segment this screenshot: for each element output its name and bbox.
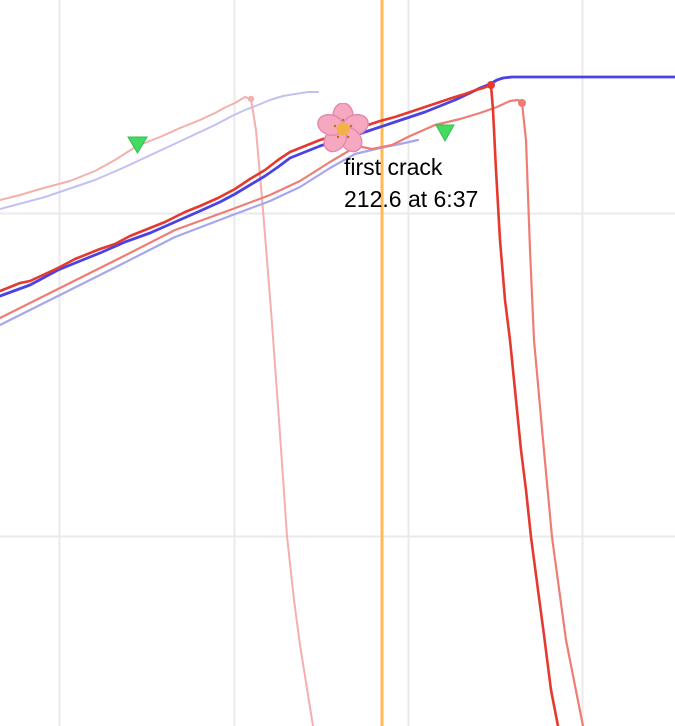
first-crack-label: first crack <box>344 154 443 180</box>
flower-stamen <box>341 118 345 122</box>
first-crack-annotation: first crack 212.6 at 6:37 <box>344 151 478 215</box>
bt-curve-background-2 <box>0 91 319 210</box>
et-curve-background-2 <box>0 96 314 726</box>
drop-marker-dot-current <box>487 81 495 89</box>
et-curve-background-1 <box>0 98 585 726</box>
flower-stamen <box>333 124 337 128</box>
flower-stamen <box>336 135 340 139</box>
flower-stamen <box>346 135 350 139</box>
flower-stamen <box>349 124 353 128</box>
drop-marker-dot-background-1 <box>518 99 526 107</box>
custom-event-marker-1 <box>127 136 148 154</box>
flower-center <box>336 122 350 136</box>
first-crack-flower-icon <box>317 103 369 153</box>
drop-marker-dot-background-2 <box>247 95 255 103</box>
custom-event-marker-2 <box>435 124 455 143</box>
first-crack-value: 212.6 at 6:37 <box>344 186 479 212</box>
et-curve-current <box>0 83 560 726</box>
